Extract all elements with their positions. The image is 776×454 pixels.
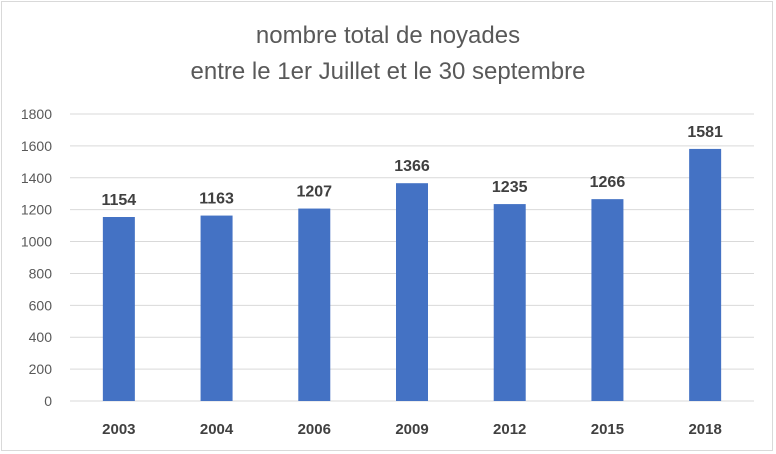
data-label-2018: 1581 bbox=[687, 124, 723, 141]
bar-2015 bbox=[591, 199, 624, 401]
y-tick-label: 1600 bbox=[21, 138, 52, 154]
data-label-2009: 1366 bbox=[394, 158, 430, 175]
y-tick-label: 1400 bbox=[21, 170, 52, 186]
bars: 1154 1163 1207 1366 1235 1266 1581 bbox=[101, 124, 723, 401]
y-tick-label: 1200 bbox=[21, 202, 52, 218]
chart-title-line-1: nombre total de noyades bbox=[255, 22, 521, 49]
data-label-2003: 1154 bbox=[101, 192, 136, 209]
x-tick-label-2018: 2018 bbox=[688, 421, 721, 438]
data-label-2004: 1163 bbox=[199, 191, 234, 208]
chart-title-line-2: entre le 1er Juillet et le 30 septembre bbox=[190, 58, 586, 85]
bar-2006 bbox=[298, 208, 331, 401]
y-tick-label: 200 bbox=[29, 361, 53, 377]
bar-2012 bbox=[493, 204, 526, 401]
x-axis: 2003 2004 2006 2009 2012 2015 2018 bbox=[102, 421, 722, 438]
data-label-2006: 1207 bbox=[296, 184, 332, 201]
y-tick-label: 0 bbox=[44, 393, 52, 409]
x-tick-label-2006: 2006 bbox=[298, 421, 331, 438]
y-axis: 0 200 400 600 800 1000 1200 1400 1600 1800 bbox=[21, 106, 52, 409]
bar-2009 bbox=[396, 183, 428, 401]
x-tick-label-2009: 2009 bbox=[395, 421, 428, 438]
data-label-2015: 1266 bbox=[590, 174, 626, 191]
bar-2018 bbox=[689, 148, 722, 401]
x-tick-label-2004: 2004 bbox=[200, 421, 234, 438]
y-tick-label: 1000 bbox=[21, 234, 52, 250]
bar-2004 bbox=[200, 215, 233, 401]
x-tick-label-2015: 2015 bbox=[591, 421, 624, 438]
y-tick-label: 400 bbox=[29, 329, 53, 345]
x-tick-label-2003: 2003 bbox=[102, 421, 135, 438]
data-label-2012: 1235 bbox=[492, 179, 528, 196]
bar-2003 bbox=[102, 217, 135, 401]
y-tick-label: 600 bbox=[29, 297, 53, 313]
y-tick-label: 800 bbox=[29, 265, 53, 281]
x-tick-label-2012: 2012 bbox=[493, 421, 526, 438]
y-tick-label: 1800 bbox=[21, 106, 52, 122]
